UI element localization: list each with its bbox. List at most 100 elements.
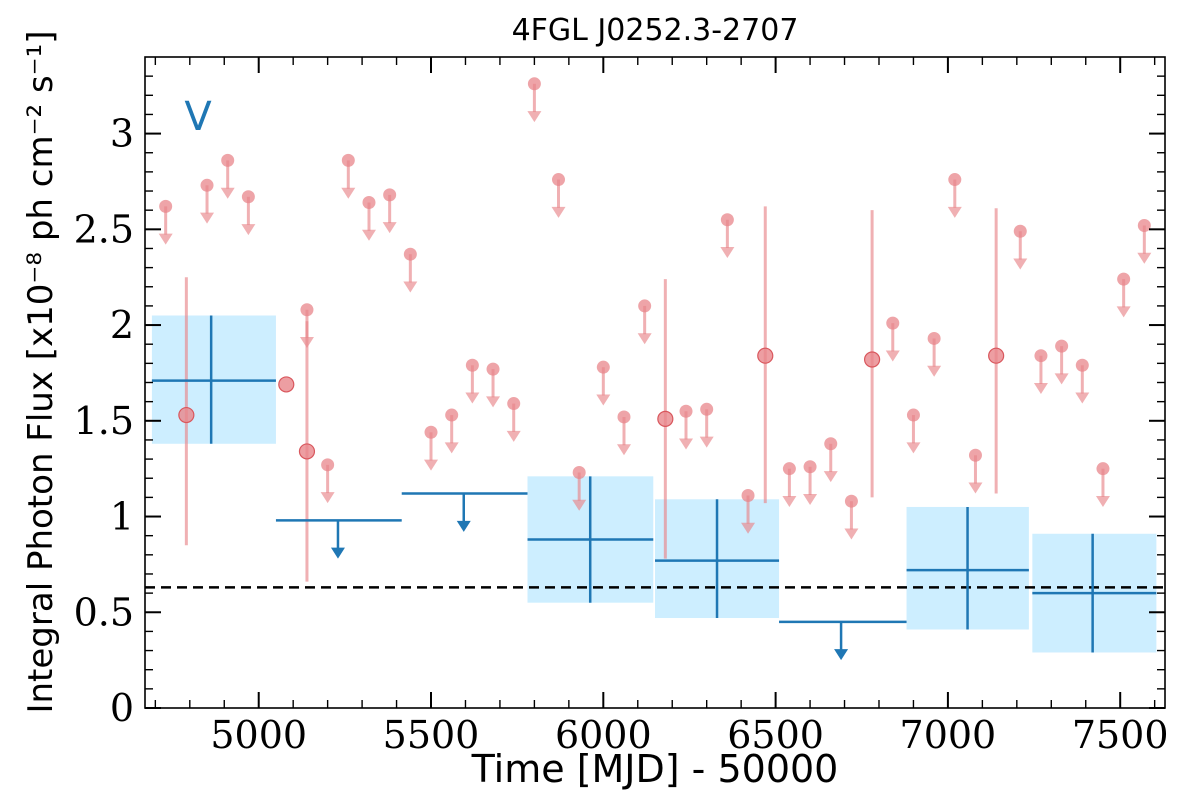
detection-point bbox=[278, 376, 295, 393]
x-tick-label: 5500 bbox=[383, 713, 480, 757]
uncertainty-bands bbox=[151, 315, 1157, 653]
upper-limit-arrow-head bbox=[906, 442, 921, 454]
upper-limit-arrow-head bbox=[823, 471, 838, 483]
upper-limit-arrow-head bbox=[486, 396, 501, 408]
upper-limit-arrow-head bbox=[1075, 392, 1090, 404]
upper-limit-point bbox=[638, 299, 652, 313]
upper-limit-point bbox=[803, 460, 817, 474]
upper-limit-point bbox=[341, 153, 355, 167]
detection-point bbox=[863, 351, 881, 368]
upper-limit-point bbox=[948, 173, 962, 187]
upper-limit-arrow-head bbox=[361, 229, 376, 241]
upper-limit-point bbox=[906, 408, 920, 422]
upper-limit-point bbox=[886, 316, 900, 330]
upper-limit-point bbox=[424, 425, 438, 439]
x-tick-label: 6500 bbox=[727, 713, 824, 757]
upper-limit-arrow-head bbox=[741, 522, 756, 534]
upper-limit-arrow-head bbox=[320, 492, 335, 504]
upper-limit-point bbox=[552, 173, 566, 187]
upper-limit-arrow-head bbox=[844, 528, 859, 540]
upper-limit-point bbox=[968, 448, 982, 462]
detection-point bbox=[757, 347, 774, 364]
upper-limit-point bbox=[241, 190, 255, 204]
upper-limit-point bbox=[927, 331, 941, 345]
x-tick-label: 5000 bbox=[210, 713, 307, 757]
upper-limit-point bbox=[572, 465, 586, 479]
upper-limit-point bbox=[1055, 339, 1069, 353]
upper-limit-point bbox=[362, 196, 376, 210]
upper-limit-arrow-head bbox=[968, 482, 983, 494]
upper-limit-arrow-head bbox=[699, 436, 714, 448]
upper-limit-point bbox=[617, 410, 631, 424]
upper-limit-point bbox=[1137, 218, 1151, 232]
binned-limit-arrow-head bbox=[456, 520, 471, 532]
upper-limit-arrow-head bbox=[596, 394, 611, 406]
y-tick-label: 1.5 bbox=[74, 399, 134, 443]
y-tick-label: 1 bbox=[110, 495, 134, 539]
upper-limit-arrow-head bbox=[637, 333, 652, 345]
upper-limit-point bbox=[445, 408, 459, 422]
upper-limit-arrow-head bbox=[158, 233, 173, 245]
y-tick-label: 2 bbox=[110, 303, 134, 347]
annotation-label: V bbox=[184, 94, 212, 140]
upper-limit-point bbox=[824, 437, 838, 451]
upper-limit-arrow-head bbox=[1095, 495, 1110, 507]
upper-limit-arrow-head bbox=[782, 495, 797, 507]
upper-limit-point bbox=[507, 397, 521, 411]
upper-limit-arrow-head bbox=[885, 350, 900, 362]
y-axis-label: Integral Photon Flux [x10⁻⁸ ph cm⁻² s⁻¹] bbox=[21, 30, 61, 713]
upper-limit-arrow-head bbox=[403, 281, 418, 293]
upper-limit-arrow-head bbox=[720, 247, 735, 259]
upper-limit-point bbox=[741, 488, 755, 502]
upper-limit-arrow-head bbox=[465, 392, 480, 404]
x-axis-label: Time [MJD] - 50000 bbox=[471, 747, 839, 791]
upper-limit-arrow-head bbox=[444, 442, 459, 454]
upper-limit-point bbox=[782, 462, 796, 476]
upper-limit-arrow-head bbox=[1013, 258, 1028, 270]
upper-limit-point bbox=[679, 404, 693, 418]
upper-limit-arrow-head bbox=[506, 430, 521, 442]
upper-limit-arrow-head bbox=[551, 206, 566, 218]
upper-limit-point bbox=[383, 188, 397, 202]
upper-limit-arrow-head bbox=[1054, 373, 1069, 385]
upper-limit-arrow-head bbox=[527, 111, 542, 123]
upper-limit-arrow-head bbox=[1033, 382, 1048, 394]
upper-limit-point bbox=[403, 247, 417, 261]
short-bin-series bbox=[158, 77, 1152, 582]
y-tick-label: 0 bbox=[110, 686, 134, 730]
upper-limit-point bbox=[300, 303, 314, 317]
upper-limit-point bbox=[159, 199, 173, 213]
upper-limit-arrow-head bbox=[572, 499, 587, 511]
upper-limit-arrow-head bbox=[803, 494, 818, 506]
upper-limit-point bbox=[527, 77, 541, 91]
binned-limit-arrow-head bbox=[330, 547, 345, 559]
axes: 5000 5500 6000 6500 7000 7500 0 0.5 1 1.5 2 2.5 3 bbox=[74, 56, 1169, 757]
upper-limit-point bbox=[1013, 224, 1027, 238]
upper-limit-arrow-head bbox=[241, 224, 256, 236]
upper-limit-point bbox=[1075, 358, 1089, 372]
upper-limit-point bbox=[1034, 349, 1048, 363]
binned-limit-arrow-head bbox=[834, 649, 849, 661]
upper-limit-arrow-head bbox=[382, 222, 397, 234]
chart-title: 4FGL J0252.3-2707 bbox=[512, 13, 799, 48]
upper-limit-arrow-head bbox=[947, 206, 962, 218]
upper-limit-arrow-head bbox=[1137, 252, 1152, 264]
upper-limit-point bbox=[844, 494, 858, 508]
upper-limit-point bbox=[465, 358, 479, 372]
detection-point bbox=[657, 410, 674, 427]
upper-limit-arrow-head bbox=[1116, 306, 1131, 318]
upper-limit-arrow-head bbox=[679, 438, 694, 450]
upper-limit-point bbox=[321, 458, 335, 472]
upper-limit-arrow-head bbox=[616, 444, 631, 456]
upper-limit-arrow-head bbox=[200, 212, 215, 224]
detection-point bbox=[178, 406, 195, 424]
x-tick-label: 7000 bbox=[900, 713, 997, 757]
upper-limit-arrow-head bbox=[424, 459, 439, 471]
upper-limit-point bbox=[1096, 462, 1110, 476]
y-tick-label: 2.5 bbox=[74, 207, 134, 251]
x-tick-label: 6000 bbox=[555, 713, 652, 757]
detection-point bbox=[988, 347, 1005, 364]
upper-limit-point bbox=[486, 362, 500, 376]
long-bin-series bbox=[151, 315, 1157, 661]
upper-limit-point bbox=[596, 360, 610, 374]
